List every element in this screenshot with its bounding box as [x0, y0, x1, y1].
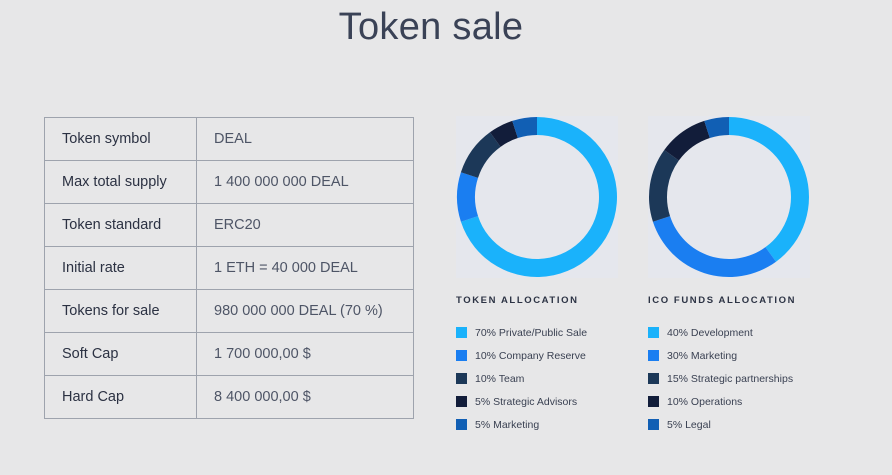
spec-value: 8 400 000,00 $: [196, 375, 414, 419]
token-allocation-donut: [457, 117, 617, 277]
donut-slice: [704, 117, 729, 139]
spec-label: Initial rate: [44, 246, 197, 290]
spec-label: Hard Cap: [44, 375, 197, 419]
donut-slice: [649, 149, 679, 222]
legend-swatch: [648, 419, 659, 430]
table-row: Initial rate 1 ETH = 40 000 DEAL: [44, 246, 414, 290]
page-title: Token sale: [338, 6, 524, 48]
legend-swatch: [456, 350, 467, 361]
legend-swatch: [648, 350, 659, 361]
spec-value: ERC20: [196, 203, 414, 247]
table-row: Soft Cap 1 700 000,00 $: [44, 332, 414, 376]
table-row: Hard Cap 8 400 000,00 $: [44, 375, 414, 419]
legend-swatch: [456, 396, 467, 407]
legend-label: 5% Legal: [667, 418, 711, 431]
legend-label: 15% Strategic partnerships: [667, 372, 794, 385]
spec-label: Soft Cap: [44, 332, 197, 376]
legend-label: 10% Team: [475, 372, 525, 385]
token-allocation-chart: TOKEN ALLOCATION 70% Private/Public Sale…: [456, 116, 621, 436]
spec-value: 1 700 000,00 $: [196, 332, 414, 376]
donut-slice: [460, 132, 501, 178]
donut-slice: [664, 120, 710, 161]
donut-slice: [489, 120, 518, 147]
spec-value: 980 000 000 DEAL (70 %): [196, 289, 414, 333]
ico-funds-allocation-chart: ICO FUNDS ALLOCATION 40% Development 30%…: [648, 116, 813, 436]
chart-legend: 40% Development 30% Marketing 15% Strate…: [648, 321, 813, 436]
legend-item: 15% Strategic partnerships: [648, 367, 813, 390]
legend-item: 30% Marketing: [648, 344, 813, 367]
spec-value: 1 400 000 000 DEAL: [196, 160, 414, 204]
donut-slice: [512, 117, 537, 139]
spec-value: DEAL: [196, 117, 414, 161]
spec-label: Token standard: [44, 203, 197, 247]
legend-label: 5% Marketing: [475, 418, 540, 431]
legend-item: 5% Strategic Advisors: [456, 390, 621, 413]
donut-slice: [729, 117, 809, 262]
legend-label: 10% Company Reserve: [475, 349, 586, 362]
spec-value: 1 ETH = 40 000 DEAL: [196, 246, 414, 290]
legend-swatch: [456, 373, 467, 384]
donut-chart-panel: [648, 116, 810, 278]
spec-label: Tokens for sale: [44, 289, 197, 333]
legend-label: 10% Operations: [667, 395, 743, 408]
spec-label: Max total supply: [44, 160, 197, 204]
chart-legend: 70% Private/Public Sale 10% Company Rese…: [456, 321, 621, 436]
legend-item: 10% Company Reserve: [456, 344, 621, 367]
table-row: Tokens for sale 980 000 000 DEAL (70 %): [44, 289, 414, 333]
legend-item: 10% Team: [456, 367, 621, 390]
donut-slice: [457, 172, 479, 222]
legend-label: 40% Development: [667, 326, 753, 339]
legend-item: 40% Development: [648, 321, 813, 344]
chart-title: ICO FUNDS ALLOCATION: [648, 295, 797, 306]
chart-title: TOKEN ALLOCATION: [456, 295, 579, 306]
spec-label: Token symbol: [44, 117, 197, 161]
legend-item: 70% Private/Public Sale: [456, 321, 621, 344]
donut-chart-panel: [456, 116, 618, 278]
legend-item: 10% Operations: [648, 390, 813, 413]
legend-swatch: [456, 419, 467, 430]
legend-item: 5% Legal: [648, 413, 813, 436]
table-row: Token symbol DEAL: [44, 117, 414, 161]
ico-funds-donut: [649, 117, 809, 277]
legend-label: 5% Strategic Advisors: [475, 395, 578, 408]
legend-swatch: [456, 327, 467, 338]
donut-slice: [652, 216, 777, 277]
legend-label: 70% Private/Public Sale: [475, 326, 588, 339]
token-specs-table: Token symbol DEAL Max total supply 1 400…: [44, 117, 414, 419]
legend-label: 30% Marketing: [667, 349, 738, 362]
legend-swatch: [648, 373, 659, 384]
table-row: Token standard ERC20: [44, 203, 414, 247]
legend-swatch: [648, 396, 659, 407]
table-row: Max total supply 1 400 000 000 DEAL: [44, 160, 414, 204]
legend-item: 5% Marketing: [456, 413, 621, 436]
legend-swatch: [648, 327, 659, 338]
